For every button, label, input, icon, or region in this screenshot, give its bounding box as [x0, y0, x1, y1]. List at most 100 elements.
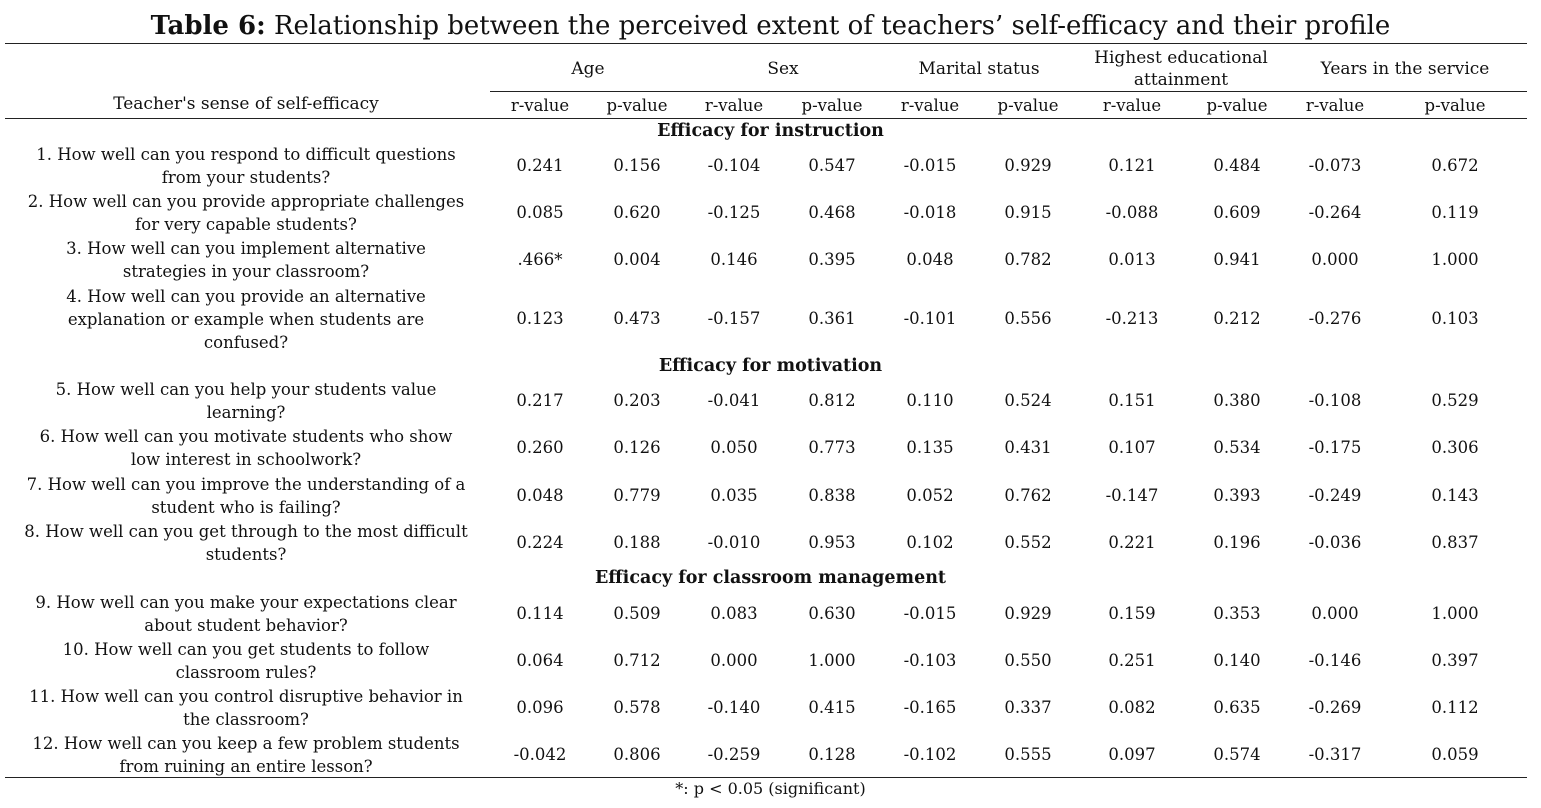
column-group-header: Age [478, 58, 698, 80]
value-cell: -0.088 [1105, 203, 1159, 222]
value-cell: 0.473 [613, 309, 661, 328]
value-cell: -0.010 [707, 533, 761, 552]
table-title-text: Relationship between the perceived exten… [273, 11, 1391, 41]
value-cell: 0.812 [808, 391, 856, 410]
column-subheader: p-value [801, 96, 863, 115]
question-cell: 3. How well can you implement alternativ… [12, 237, 480, 283]
value-cell: -0.269 [1308, 698, 1362, 717]
value-cell: 0.048 [516, 486, 564, 505]
question-line: the classroom? [183, 710, 309, 729]
value-cell: 0.082 [1108, 698, 1156, 717]
value-cell: 0.915 [1004, 203, 1052, 222]
value-cell: -0.157 [707, 309, 761, 328]
column-group-header-line: Years in the service [1320, 59, 1490, 79]
value-cell: -0.104 [707, 156, 761, 175]
value-cell: 0.121 [1108, 156, 1156, 175]
question-line: 7. How well can you improve the understa… [26, 475, 466, 494]
value-cell: 0.052 [906, 486, 954, 505]
value-cell: 0.509 [613, 604, 661, 623]
value-cell: 0.929 [1004, 604, 1052, 623]
table-rule [5, 118, 1527, 119]
question-line: classroom rules? [175, 663, 317, 682]
question-cell: 12. How well can you keep a few problem … [12, 732, 480, 778]
value-cell: 0.123 [516, 309, 564, 328]
value-cell: 0.779 [613, 486, 661, 505]
question-line: confused? [203, 332, 289, 352]
value-cell: 0.550 [1004, 651, 1052, 670]
value-cell: 0.524 [1004, 391, 1052, 410]
value-cell: 1.000 [1431, 250, 1479, 269]
question-line: explanation or example when students are [67, 309, 425, 329]
question-line: about student behavior? [144, 616, 348, 635]
value-cell: 0.468 [808, 203, 856, 222]
value-cell: 0.143 [1431, 486, 1479, 505]
value-cell: 0.260 [516, 438, 564, 457]
question-line: low interest in schoolwork? [130, 450, 362, 469]
question-cell: 5. How well can you help your students v… [12, 378, 480, 424]
value-cell: 0.953 [808, 533, 856, 552]
value-cell: 0.221 [1108, 533, 1156, 552]
value-cell: 0.110 [906, 391, 954, 410]
value-cell: 0.484 [1213, 156, 1261, 175]
value-cell: 0.097 [1108, 745, 1156, 764]
value-cell: 1.000 [808, 651, 856, 670]
value-cell: 0.393 [1213, 486, 1261, 505]
question-line: 11. How well can you control disruptive … [29, 687, 463, 706]
column-subheader: r-value [900, 96, 960, 115]
value-cell: -0.249 [1308, 486, 1362, 505]
table-title-label: Table 6: [150, 11, 266, 41]
value-cell: 1.000 [1431, 604, 1479, 623]
value-cell: 0.059 [1431, 745, 1479, 764]
value-cell: 0.431 [1004, 438, 1052, 457]
value-cell: 0.103 [1431, 309, 1479, 328]
table-rule [490, 91, 1527, 92]
column-subheader: p-value [1424, 96, 1486, 115]
value-cell: 0.773 [808, 438, 856, 457]
value-cell: -0.018 [903, 203, 957, 222]
value-cell: 0.064 [516, 651, 564, 670]
value-cell: 0.574 [1213, 745, 1261, 764]
value-cell: 0.119 [1431, 203, 1479, 222]
value-cell: 0.159 [1108, 604, 1156, 623]
question-line: 12. How well can you keep a few problem … [32, 734, 460, 753]
question-line: 1. How well can you respond to difficult… [36, 145, 456, 164]
table-rule [5, 777, 1527, 778]
value-cell: 0.000 [710, 651, 758, 670]
value-cell: 0.212 [1213, 309, 1261, 328]
value-cell: -0.015 [903, 604, 957, 623]
value-cell: 0.635 [1213, 698, 1261, 717]
question-line: 3. How well can you implement alternativ… [66, 239, 426, 258]
value-cell: -0.041 [707, 391, 761, 410]
value-cell: 0.941 [1213, 250, 1261, 269]
question-line: students? [205, 545, 287, 564]
section-heading: Efficacy for motivation [658, 356, 883, 376]
question-line: 9. How well can you make your expectatio… [35, 593, 457, 612]
value-cell: 0.529 [1431, 391, 1479, 410]
value-cell: -0.108 [1308, 391, 1362, 410]
section-heading: Efficacy for classroom management [594, 568, 947, 588]
column-subheader: r-value [704, 96, 764, 115]
value-cell: -0.213 [1105, 309, 1159, 328]
question-line: for very capable students? [135, 215, 357, 234]
value-cell: 0.188 [613, 533, 661, 552]
value-cell: 0.353 [1213, 604, 1261, 623]
value-cell: 0.217 [516, 391, 564, 410]
question-cell: 2. How well can you provide appropriate … [12, 190, 480, 236]
value-cell: 0.397 [1431, 651, 1479, 670]
value-cell: 0.083 [710, 604, 758, 623]
question-cell: 4. How well can you provide an alternati… [12, 285, 480, 354]
value-cell: 0.929 [1004, 156, 1052, 175]
question-line: 5. How well can you help your students v… [55, 380, 437, 399]
column-group-header-line: Highest educational [1094, 48, 1268, 68]
value-cell: 0.762 [1004, 486, 1052, 505]
question-line: 8. How well can you get through to the m… [24, 522, 468, 541]
value-cell: -0.042 [513, 745, 567, 764]
value-cell: 0.806 [613, 745, 661, 764]
value-cell: -0.147 [1105, 486, 1159, 505]
question-line: strategies in your classroom? [122, 262, 370, 281]
column-group-header: Marital status [869, 58, 1089, 80]
value-cell: .466* [517, 250, 563, 269]
value-cell: 0.306 [1431, 438, 1479, 457]
question-cell: 7. How well can you improve the understa… [12, 473, 480, 519]
value-cell: 0.151 [1108, 391, 1156, 410]
